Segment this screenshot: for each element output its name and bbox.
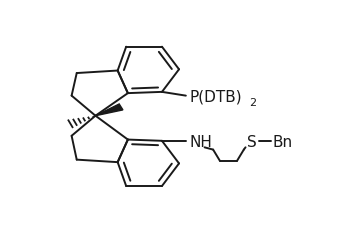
Text: 2: 2 [249,98,256,108]
Text: Bn: Bn [273,134,293,149]
Polygon shape [95,104,123,116]
Text: S: S [247,134,257,149]
Text: P(DTB): P(DTB) [189,89,242,104]
Text: NH: NH [189,134,212,149]
